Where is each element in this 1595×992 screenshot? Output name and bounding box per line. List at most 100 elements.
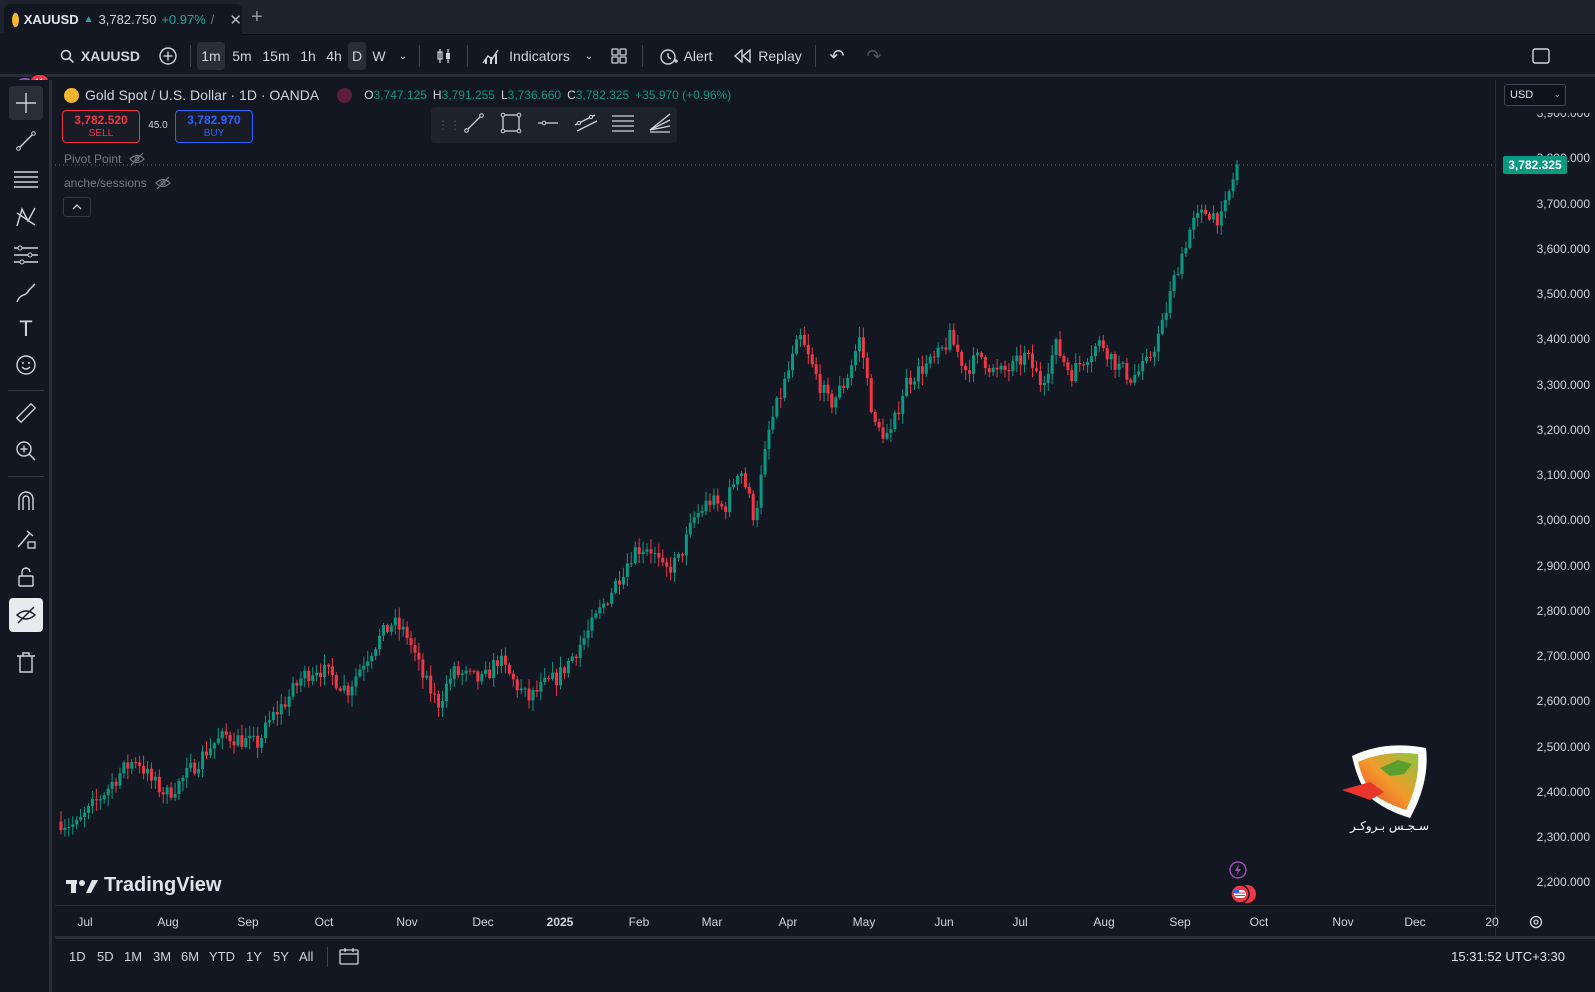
candle-body [496,660,500,667]
candle-body [559,667,562,686]
interval-chevron-down-icon[interactable]: ⌄ [398,50,408,62]
date-range-calendar-icon[interactable] [339,947,359,965]
prediction-icon[interactable] [9,238,43,272]
market-status-icon[interactable] [337,87,353,103]
candle-body [480,674,484,682]
indicators-chevron-down-icon[interactable]: ⌄ [584,50,594,62]
draw-line-icon[interactable] [463,112,485,139]
interval-5m[interactable]: 5m [232,48,252,64]
indicator-pivot-point[interactable]: Pivot Point [64,152,146,166]
ruler-icon[interactable] [9,396,43,430]
close-icon[interactable]: ✕ [229,11,242,29]
candle-body [1223,200,1227,212]
candle-body [330,666,334,676]
magnet-icon[interactable] [9,484,43,518]
candle-body [1192,217,1196,230]
candle-body [1086,362,1090,365]
parallel-channel-icon[interactable] [574,112,598,139]
candle-body [1211,213,1215,220]
candle-body [1078,362,1082,365]
layout-grid-icon[interactable] [606,42,632,70]
candles-icon[interactable] [430,42,458,70]
pattern-icon[interactable] [9,200,43,234]
drag-handle-icon[interactable]: ⋮⋮ [437,118,461,132]
candle-body [846,377,850,388]
fullscreen-icon[interactable] [1530,42,1552,70]
candle-body [275,712,279,715]
interval-d[interactable]: D [348,42,366,70]
range-all[interactable]: All [299,949,314,964]
trash-icon[interactable] [9,646,43,680]
range-1d[interactable]: 1D [69,949,86,964]
time-axis[interactable]: Jul Aug Sep Oct Nov Dec 2025 Feb Mar Apr May Jun Jul… [55,905,1543,936]
text-icon[interactable]: T [19,316,33,341]
range-1m[interactable]: 1M [124,949,143,964]
alert-button[interactable]: Alert [652,42,718,70]
candle-body [987,368,991,373]
event-markers[interactable] [1226,860,1262,906]
price-chart[interactable] [55,80,1495,905]
unlock-icon[interactable] [9,560,43,594]
current-price-label: 3,782.325 [1503,156,1567,174]
range-3m[interactable]: 3M [153,949,172,964]
candle-body [1149,357,1152,359]
legend-title[interactable]: Gold Spot / U.S. Dollar · 1D · OANDA [85,87,320,103]
range-1y[interactable]: 1Y [246,949,262,964]
interval-15m[interactable]: 15m [262,48,290,64]
indicator-sessions[interactable]: anche/sessions [64,176,171,190]
clock-timezone[interactable]: 15:31:52 UTC+3:30 [1451,949,1565,964]
currency-select[interactable]: USD ⌄ [1504,84,1566,106]
candle-body [610,592,614,604]
range-5y[interactable]: 5Y [273,949,289,964]
buy-button[interactable]: 3,782.970 BUY [175,110,253,143]
trend-line-icon[interactable] [9,124,43,158]
new-tab-plus-icon[interactable]: + [251,6,263,28]
interval-w[interactable]: W [372,48,386,64]
interval-1h[interactable]: 1h [300,48,316,64]
price-axis[interactable]: 3,900.0003,800.0003,700.0003,600.0003,50… [1495,80,1595,936]
candle-body [354,676,358,687]
sell-button[interactable]: 3,782.520 SELL [62,110,140,143]
lock-drawing-pencil-icon[interactable] [9,522,43,556]
crosshair-icon[interactable] [9,86,43,120]
draw-rectangle-icon[interactable] [500,112,522,139]
eye-hidden-icon[interactable] [129,152,146,166]
fib-fan-icon[interactable] [648,112,672,139]
collapse-indicators-chevron-up-icon[interactable] [63,197,91,217]
brush-icon[interactable] [9,276,43,310]
eye-hidden-icon[interactable] [154,176,171,190]
gold-icon [64,87,79,103]
candle-body [995,367,999,370]
interval-4h[interactable]: 4h [326,48,342,64]
chart-tab[interactable]: XAUUSD ▲ 3,782.750 +0.97% / ✕ [4,4,242,35]
horizontal-line-icon[interactable] [537,112,559,139]
hide-drawings-icon[interactable] [9,598,43,632]
symbol-search-button[interactable]: XAUUSD [60,42,140,70]
range-6m[interactable]: 6M [181,949,200,964]
candle-body [476,671,480,682]
fib-retracement-icon[interactable] [611,112,635,139]
undo-icon[interactable]: ↶ [829,45,845,66]
range-5d[interactable]: 5D [97,949,114,964]
buy-price: 3,782.970 [187,112,241,127]
interval-1m[interactable]: 1m [197,42,225,70]
indicators-button[interactable]: Indicators [476,42,576,70]
candle-body [94,799,98,801]
candle-body [763,449,767,475]
candle-body [71,824,75,827]
fib-lines-icon[interactable] [9,162,43,196]
compare-plus-circle-icon[interactable] [155,42,181,70]
redo-icon[interactable]: ↷ [866,45,882,66]
candle-body [157,776,161,793]
candle-body [468,670,472,672]
l-label: L [500,88,508,102]
settings-gear-icon[interactable] [1528,914,1544,930]
candle-body [212,743,216,749]
zoom-in-icon[interactable] [9,434,43,468]
range-ytd[interactable]: YTD [209,949,235,964]
candle-body [771,416,775,430]
replay-button[interactable]: Replay [730,42,806,70]
emoji-icon[interactable] [9,348,43,382]
candle-body [999,365,1003,370]
alarm-clock-icon [659,49,678,65]
